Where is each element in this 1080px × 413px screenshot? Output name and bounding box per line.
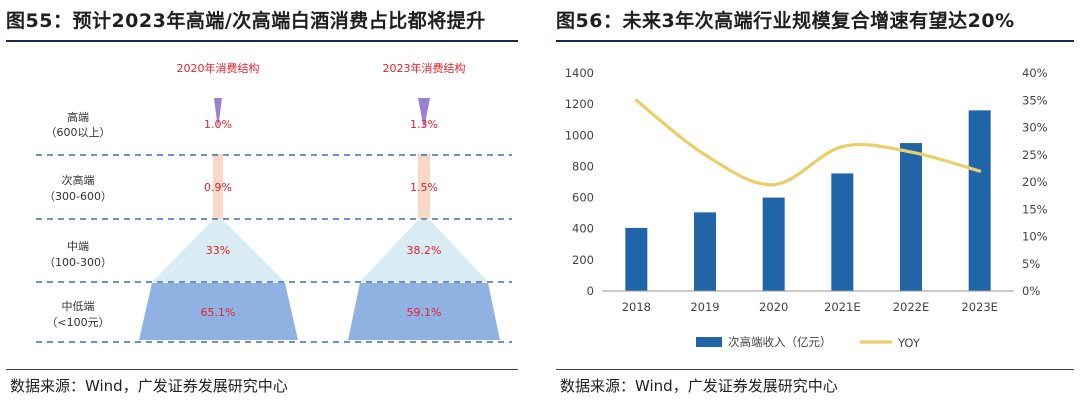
y-left-tick-label: 800 [572,159,594,173]
value-high-2020: 1.0% [204,118,232,131]
right-title-rule [556,40,1074,42]
tier-shape-lowmid-2023 [348,283,500,340]
tier-shape-mid-2023 [360,220,488,282]
y-left-tick-label: 1200 [565,97,594,111]
x-tick-label: 2021E [824,300,861,314]
tier-label-lowmid: 中低端 [62,300,95,313]
tier-range-mid: （100-300） [44,256,112,269]
bar [831,173,854,291]
value-high-2023: 1.3% [410,118,438,131]
tier-label-subhigh: 次高端 [62,173,95,187]
y-right-tick-label: 30% [1022,121,1048,135]
y-right-tick-label: 35% [1022,93,1048,107]
right-chart-title: 图56：未来3年次高端行业规模复合增速有望达20% [556,10,1015,32]
right-source-rule [556,369,1074,370]
left-source: 数据来源：Wind，广发证券发展研究中心 [10,377,288,395]
column-title-2020: 2020年消费结构 [177,61,260,75]
y-right-tick-label: 20% [1022,175,1048,189]
y-left-tick-label: 1400 [565,66,594,80]
y-left-tick-label: 600 [572,191,594,205]
y-left-tick-label: 400 [572,222,594,236]
tier-shape-lowmid-2020 [139,283,298,340]
tier-shape-subhigh-2023 [418,154,430,219]
x-tick-label: 2018 [622,300,651,314]
bar [900,143,922,291]
y-right-tick-label: 0% [1022,284,1040,298]
x-tick-label: 2020 [759,300,788,314]
left-source-rule [6,369,518,370]
legend-swatch-bar [696,337,722,347]
x-tick-label: 2022E [893,300,930,314]
y-left-tick-label: 200 [572,253,594,267]
x-tick-label: 2019 [690,300,719,314]
y-left-tick-label: 1000 [565,128,594,142]
bar [694,212,716,291]
tier-label-high: 高端 [67,110,89,124]
value-mid-2023: 38.2% [407,244,442,257]
value-lowmid-2023: 59.1% [407,306,442,319]
value-lowmid-2020: 65.1% [201,306,236,319]
column-title-2023: 2023年消费结构 [383,61,466,75]
left-pyramid-chart: 2020年消费结构 2023年消费结构 高端 （600以上） 次高端 （300-… [36,61,512,343]
right-bar-line-chart: 0 200 400 600 800 1000 1200 1400 0% 5% 10% 15% 20% 25… [565,66,1048,350]
tier-shape-mid-2020 [152,220,285,282]
tier-shape-high-2020 [214,98,222,129]
y-right-tick-label: 25% [1022,148,1048,162]
yoy-line [634,98,982,187]
x-tick-label: 2023E [961,300,998,314]
value-subhigh-2020: 0.9% [204,181,232,194]
y-left-tick-label: 0 [587,284,594,298]
bar [625,227,648,291]
bar [762,197,785,291]
tier-range-lowmid: （<100元） [46,316,109,329]
tier-shape-high-2023 [418,98,430,129]
tier-shape-subhigh-2020 [213,154,223,219]
y-right-tick-label: 10% [1022,230,1048,244]
y-right-tick-label: 40% [1022,66,1048,80]
value-subhigh-2023: 1.5% [410,181,438,194]
bar [968,110,991,291]
left-chart-title: 图55：预计2023年高端/次高端白酒消费占比都将提升 [6,10,486,32]
y-right-tick-label: 15% [1022,202,1048,216]
tier-label-mid: 中端 [67,240,89,253]
legend-label-bar: 次高端收入（亿元） [728,335,832,349]
value-mid-2020: 33% [206,244,230,257]
legend-label-line: YOY [897,336,921,350]
tier-range-subhigh: （300-600） [44,190,112,203]
tier-range-high: （600以上） [46,126,111,139]
right-source: 数据来源：Wind，广发证券发展研究中心 [560,377,838,395]
y-right-tick-label: 5% [1022,257,1040,271]
left-title-rule [6,40,518,42]
